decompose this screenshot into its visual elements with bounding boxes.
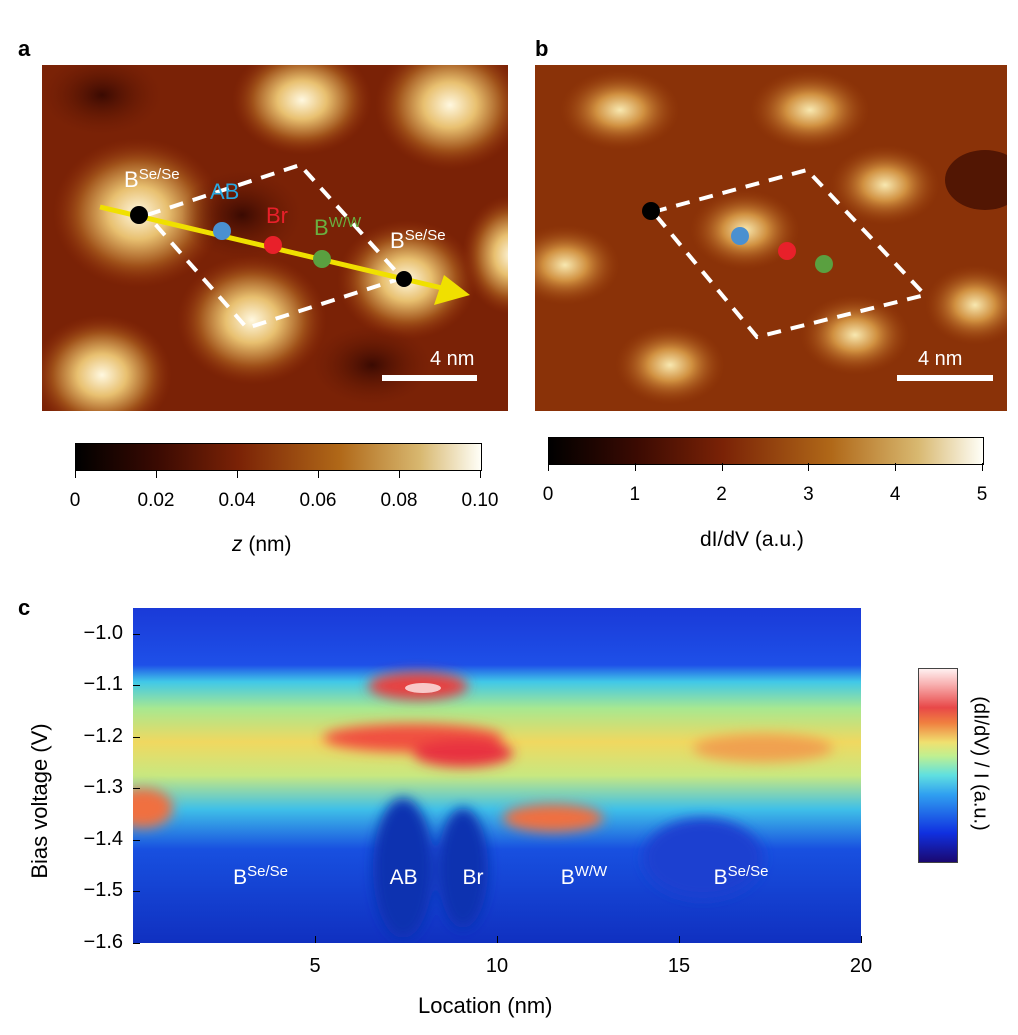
scale-bar-label-b: 4 nm: [918, 348, 962, 370]
site-label: BSe/Se: [714, 863, 769, 889]
colorbar-didv-label: dI/dV (a.u.): [700, 528, 804, 551]
site-labels: BSe/Se AB Br BW/W BSe/Se: [233, 863, 768, 889]
x-tick: [315, 936, 316, 943]
colorbar-tick: [318, 470, 319, 478]
y-tick: [133, 685, 140, 687]
colorbar-tick-label: 4: [889, 484, 901, 505]
y-tick: [133, 943, 140, 944]
y-tick-label: −1.2: [83, 724, 123, 747]
label-br: Br: [266, 203, 288, 228]
y-tick: [133, 788, 140, 790]
colorbar-didv: [548, 437, 984, 465]
colorbar-tick: [721, 463, 723, 471]
unit-cell-outline-b: [649, 167, 929, 340]
colorbar-heatmap: [918, 668, 958, 863]
colorbar-tick: [982, 463, 983, 471]
colorbar-tick-label: 0.10: [461, 490, 499, 511]
site-label: BW/W: [561, 863, 608, 889]
colorbar-tick: [634, 463, 636, 471]
panel-b-label: b: [535, 36, 549, 61]
y-tick-label: −1.6: [83, 931, 123, 953]
colorbar-z-label: z (nm): [232, 533, 292, 556]
panel-a-label: a: [18, 36, 31, 61]
site-label: AB: [390, 866, 418, 889]
scale-bar-label-a: 4 nm: [430, 348, 474, 370]
panel-a-topography: BSe/Se AB Br BW/W BSe/Se 4 nm: [42, 65, 508, 411]
colorbar-tick: [480, 470, 481, 478]
colorbar-tick-label: 3: [803, 484, 814, 505]
heatmap-features: [133, 672, 833, 938]
colorbar-tick-label: 0: [542, 484, 554, 505]
x-axis-label: Location (nm): [418, 993, 553, 1018]
y-tick-label: −1.1: [83, 673, 123, 696]
colorbar-z: [75, 443, 482, 471]
colorbar-tick-label: 5: [976, 484, 988, 505]
heatmap-plot: BSe/Se AB Br BW/W BSe/Se: [133, 608, 861, 943]
site-ab: [213, 222, 231, 240]
y-tick: [133, 633, 140, 635]
site-ab-b: [731, 227, 749, 245]
label-bsese-left: B: [124, 167, 139, 192]
colorbar-tick-label: 0.02: [137, 490, 175, 511]
x-tick-label: 10: [485, 955, 509, 977]
y-axis-label: Bias voltage (V): [27, 723, 52, 879]
panel-c-label: c: [18, 595, 31, 620]
label-bsese-right: B: [390, 228, 405, 253]
y-tick: [133, 736, 140, 738]
site-label: BSe/Se: [233, 863, 288, 889]
site-br-b: [778, 242, 796, 260]
arrow-head-icon: [434, 275, 470, 305]
colorbar-tick-label: 2: [716, 484, 727, 505]
y-tick: [133, 839, 140, 841]
colorbar-tick-label: 0.04: [218, 490, 256, 511]
x-tick-label: 15: [667, 955, 691, 977]
site-bsese-right: [396, 271, 412, 287]
site-bsese-b: [642, 202, 660, 220]
site-br: [264, 236, 282, 254]
svg-text:BSe/Se: BSe/Se: [390, 227, 446, 253]
colorbar-tick: [399, 470, 400, 478]
heatmap-peak: [405, 683, 441, 693]
colorbar-tick: [808, 463, 810, 471]
site-label: Br: [462, 866, 483, 889]
colorbar-tick: [548, 463, 549, 471]
x-tick: [497, 936, 498, 943]
y-tick-label: −1.3: [83, 776, 123, 799]
y-tick-label: −1.0: [83, 621, 123, 644]
y-tick-label: −1.5: [83, 879, 123, 902]
colorbar-tick-label: 0: [69, 490, 81, 511]
y-tick: [133, 891, 140, 893]
label-bww: B: [314, 215, 329, 240]
colorbar-tick-label: 0.08: [380, 490, 418, 511]
svg-text:BW/W: BW/W: [314, 214, 362, 240]
colorbar-tick: [237, 470, 238, 478]
colorbar-tick-label: 0.06: [299, 490, 337, 511]
site-bww-b: [815, 255, 833, 273]
site-bww: [313, 250, 331, 268]
scale-bar-a: [382, 375, 477, 381]
x-tick: [679, 936, 680, 943]
x-tick: [861, 936, 862, 943]
colorbar-heatmap-label: (dI/dV) / I (a.u.): [969, 696, 992, 831]
x-tick-label: 5: [309, 955, 321, 977]
colorbar-tick: [156, 470, 157, 478]
colorbar-tick: [895, 463, 897, 471]
colorbar-tick: [75, 470, 76, 478]
scale-bar-b: [897, 375, 993, 381]
colorbar-tick-label: 1: [629, 484, 641, 505]
site-bsese-left: [130, 206, 148, 224]
svg-text:BSe/Se: BSe/Se: [124, 166, 180, 192]
x-tick-label: 20: [849, 955, 873, 977]
label-ab: AB: [210, 179, 239, 204]
panel-b-didv-map: 4 nm: [535, 65, 1007, 411]
y-tick-label: −1.4: [83, 827, 123, 850]
